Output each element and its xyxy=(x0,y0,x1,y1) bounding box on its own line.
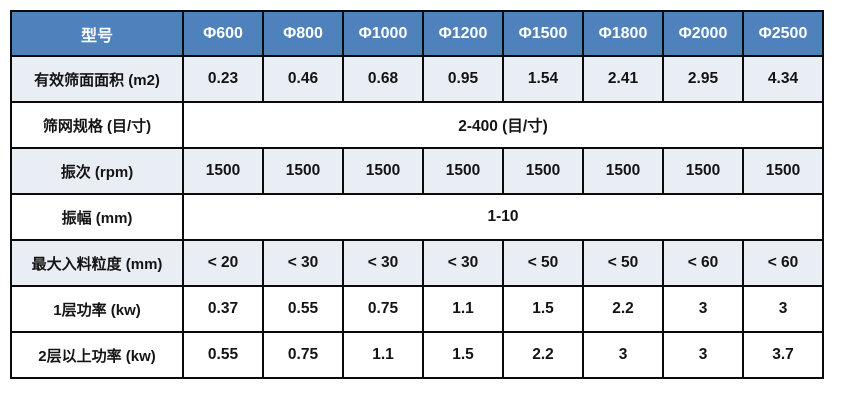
spec-cell: 1500 xyxy=(742,147,824,195)
row-amplitude: 振幅 (mm) 1-10 xyxy=(10,193,824,241)
spec-cell: < 30 xyxy=(422,239,504,287)
spec-cell: < 30 xyxy=(342,239,424,287)
spec-cell: 2.41 xyxy=(582,55,664,103)
spec-cell: < 20 xyxy=(182,239,264,287)
spec-cell: 1500 xyxy=(502,147,584,195)
header-row: 型号 Φ600 Φ800 Φ1000 Φ1200 Φ1500 Φ1800 Φ20… xyxy=(10,10,824,57)
spec-cell: 1.5 xyxy=(502,285,584,333)
spec-cell: 3 xyxy=(742,285,824,333)
spec-cell: 1500 xyxy=(342,147,424,195)
row-label: 2层以上功率 (kw) xyxy=(10,331,184,379)
spec-cell: 2.95 xyxy=(662,55,744,103)
col-header-model: Φ800 xyxy=(262,10,344,57)
spec-cell: 0.55 xyxy=(182,331,264,379)
col-header-model: Φ2000 xyxy=(662,10,744,57)
row-mesh-spec: 筛网规格 (目/寸) 2-400 (目/寸) xyxy=(10,101,824,149)
row-label: 筛网规格 (目/寸) xyxy=(10,101,184,149)
row-label: 振幅 (mm) xyxy=(10,193,184,241)
col-header-model: Φ1200 xyxy=(422,10,504,57)
spec-cell: < 60 xyxy=(742,239,824,287)
spec-cell: 3.7 xyxy=(742,331,824,379)
row-multi-layer-power: 2层以上功率 (kw) 0.55 0.75 1.1 1.5 2.2 3 3 3.… xyxy=(10,331,824,379)
spec-cell: < 60 xyxy=(662,239,744,287)
spec-cell: < 50 xyxy=(502,239,584,287)
spec-cell: 0.68 xyxy=(342,55,424,103)
row-label: 振次 (rpm) xyxy=(10,147,184,195)
col-header-model: Φ1800 xyxy=(582,10,664,57)
spec-cell: 0.55 xyxy=(262,285,344,333)
spec-cell: < 30 xyxy=(262,239,344,287)
row-label: 有效筛面面积 (m2) xyxy=(10,55,184,103)
col-header-model: Φ600 xyxy=(182,10,264,57)
row-vibration-frequency: 振次 (rpm) 1500 1500 1500 1500 1500 1500 1… xyxy=(10,147,824,195)
row-single-layer-power: 1层功率 (kw) 0.37 0.55 0.75 1.1 1.5 2.2 3 3 xyxy=(10,285,824,333)
col-header-model: Φ1000 xyxy=(342,10,424,57)
row-effective-screen-area: 有效筛面面积 (m2) 0.23 0.46 0.68 0.95 1.54 2.4… xyxy=(10,55,824,103)
spec-cell: 0.23 xyxy=(182,55,264,103)
row-label: 最大入料粒度 (mm) xyxy=(10,239,184,287)
spec-cell: 3 xyxy=(662,285,744,333)
spec-cell: 4.34 xyxy=(742,55,824,103)
spec-cell: 2.2 xyxy=(502,331,584,379)
spec-cell: 1500 xyxy=(182,147,264,195)
spec-cell: 1.1 xyxy=(422,285,504,333)
spec-cell: 0.75 xyxy=(342,285,424,333)
col-header-model: Φ1500 xyxy=(502,10,584,57)
spec-cell: 1500 xyxy=(582,147,664,195)
spec-cell-merged: 1-10 xyxy=(182,193,824,241)
row-max-feed-size: 最大入料粒度 (mm) < 20 < 30 < 30 < 30 < 50 < 5… xyxy=(10,239,824,287)
spec-cell: 3 xyxy=(582,331,664,379)
spec-cell: 0.75 xyxy=(262,331,344,379)
header-model-label: 型号 xyxy=(10,10,184,57)
spec-cell: 1500 xyxy=(262,147,344,195)
col-header-model: Φ2500 xyxy=(742,10,824,57)
spec-cell: 1500 xyxy=(422,147,504,195)
spec-cell: 0.95 xyxy=(422,55,504,103)
spec-cell: 1.54 xyxy=(502,55,584,103)
spec-cell: 0.46 xyxy=(262,55,344,103)
spec-cell: 3 xyxy=(662,331,744,379)
spec-cell: 0.37 xyxy=(182,285,264,333)
equipment-spec-table: 型号 Φ600 Φ800 Φ1000 Φ1200 Φ1500 Φ1800 Φ20… xyxy=(10,10,824,379)
spec-cell: 1.5 xyxy=(422,331,504,379)
spec-cell: 1500 xyxy=(662,147,744,195)
row-label: 1层功率 (kw) xyxy=(10,285,184,333)
spec-cell: < 50 xyxy=(582,239,664,287)
spec-cell-merged: 2-400 (目/寸) xyxy=(182,101,824,149)
spec-cell: 2.2 xyxy=(582,285,664,333)
spec-cell: 1.1 xyxy=(342,331,424,379)
